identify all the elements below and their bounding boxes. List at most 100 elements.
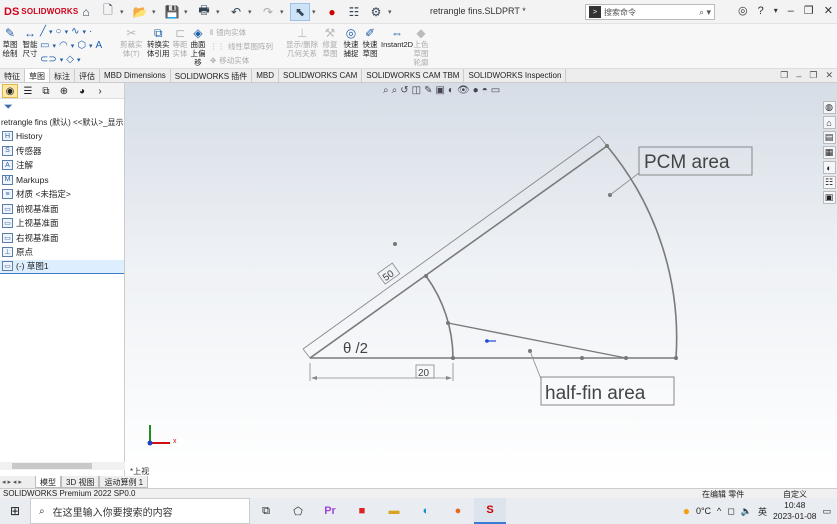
- chevron-down-icon[interactable]: ▾: [49, 28, 53, 36]
- panel-horizontal-scrollbar[interactable]: [0, 462, 125, 470]
- chevron-down-icon[interactable]: ▾: [388, 8, 392, 16]
- rapid-sketch-button[interactable]: ✐ 快速 草图: [362, 26, 378, 59]
- help-icon[interactable]: ?: [757, 4, 764, 17]
- panel-nav-arrows[interactable]: ◂ ▸ ◂ ▸: [2, 479, 22, 486]
- command-search-input[interactable]: > 搜索命令 ⌕ ▾: [585, 4, 715, 20]
- chevron-down-icon[interactable]: ▾: [70, 42, 75, 50]
- sketch-button[interactable]: ✎ 草图 绘制: [2, 26, 18, 59]
- restore-icon[interactable]: ❐: [803, 5, 814, 17]
- minimize-icon[interactable]: –: [796, 70, 802, 81]
- outer-arc[interactable]: [606, 145, 678, 359]
- sketch-diagonal-line[interactable]: [309, 145, 608, 359]
- task-view-icon[interactable]: ⧉: [262, 504, 270, 517]
- repair-sketch-button[interactable]: ⚒ 修复 草图: [322, 26, 338, 59]
- tile-icon[interactable]: ❐: [780, 70, 789, 80]
- user-icon[interactable]: ◎: [738, 5, 748, 17]
- sketch-point[interactable]: [605, 144, 609, 148]
- rectangle-icon[interactable]: ▭: [40, 40, 50, 51]
- sketch-point[interactable]: [451, 356, 455, 360]
- zoom-to-fit-icon[interactable]: ⌕: [383, 85, 389, 96]
- tree-item[interactable]: ▭ 上视基准面: [0, 216, 124, 231]
- temperature[interactable]: 0°C: [695, 506, 712, 516]
- tab-3d-view[interactable]: 3D 视图: [61, 476, 100, 488]
- tab-solidworks-addins[interactable]: SOLIDWORKS 插件: [171, 69, 253, 82]
- chevron-down-icon[interactable]: ▾: [248, 8, 252, 16]
- tab-markup[interactable]: 标注: [50, 69, 75, 82]
- trim-entities-button[interactable]: ✂ 剪裁实 体(T): [120, 26, 143, 59]
- chevron-down-icon[interactable]: ▾: [773, 6, 778, 15]
- point-icon[interactable]: ·: [89, 26, 93, 37]
- close-icon[interactable]: ✕: [823, 5, 833, 17]
- sketch-point[interactable]: [393, 242, 397, 246]
- tab-motion-study[interactable]: 运动算例 1: [99, 476, 149, 488]
- chevron-down-icon[interactable]: ▾: [64, 28, 69, 36]
- forum-icon[interactable]: ▣: [822, 191, 836, 204]
- sketch-point[interactable]: [424, 274, 428, 278]
- rebuild-traffic-light-icon[interactable]: ●: [328, 4, 336, 19]
- solidworks-resources-icon[interactable]: ◍: [822, 101, 836, 114]
- redo-icon[interactable]: ↷: [262, 4, 274, 19]
- feature-manager-tab-icon[interactable]: ◉: [2, 84, 18, 98]
- restore-icon[interactable]: ❐: [809, 70, 818, 80]
- display-style-icon[interactable]: ◐: [447, 85, 454, 96]
- chevron-down-icon[interactable]: ▾: [88, 42, 93, 50]
- undo-icon[interactable]: ↶: [230, 4, 242, 19]
- file-explorer-icon[interactable]: ▬: [388, 505, 400, 517]
- tree-item[interactable]: ▭ 前视基准面: [0, 202, 124, 217]
- view-settings-icon[interactable]: ▭: [490, 85, 501, 96]
- sketch-point[interactable]: [624, 356, 628, 360]
- close-icon[interactable]: ✕: [825, 70, 833, 80]
- network-icon[interactable]: ◻: [727, 505, 735, 516]
- property-manager-tab-icon[interactable]: ☰: [23, 85, 33, 97]
- zoom-area-icon[interactable]: ⌕: [391, 85, 398, 96]
- dynamic-annotation-icon[interactable]: ✎: [424, 85, 433, 96]
- slot-icon[interactable]: ⊂⊃: [40, 54, 57, 65]
- configuration-manager-tab-icon[interactable]: ⧉: [42, 85, 50, 97]
- weather-icon[interactable]: ●: [682, 504, 690, 518]
- tab-solidworks-cam-tbm[interactable]: SOLIDWORKS CAM TBM: [362, 69, 465, 82]
- app-icon[interactable]: ⬠: [293, 505, 303, 518]
- hide-show-icon[interactable]: 👁: [456, 85, 470, 96]
- tab-mbd-dimensions[interactable]: MBD Dimensions: [100, 69, 171, 82]
- polygon-icon[interactable]: ⬡: [77, 40, 86, 51]
- view-orientation-icon[interactable]: ▣: [435, 85, 445, 96]
- shaded-sketch-contours-button[interactable]: ◆ 上色 草图 轮廓: [413, 26, 429, 68]
- tree-item[interactable]: ≡ 材质 <未指定>: [0, 187, 124, 202]
- chevron-down-icon[interactable]: ▾: [312, 8, 316, 16]
- tree-item[interactable]: A 注解: [0, 158, 124, 173]
- sketch-point[interactable]: [446, 321, 450, 325]
- show-delete-relations-button[interactable]: ⊥ 显示/删除 几何关系: [286, 26, 318, 59]
- tab-solidworks-inspection[interactable]: SOLIDWORKS Inspection: [464, 69, 567, 82]
- dimxpert-tab-icon[interactable]: ⊕: [59, 85, 69, 97]
- pcm-area-note[interactable]: PCM area: [638, 146, 753, 176]
- sketch-canvas[interactable]: PCM area half-fin area 50 20 θ /2 x: [125, 83, 837, 476]
- offset-entities-button[interactable]: ⊏ 等距 实体: [172, 26, 188, 59]
- inner-arc[interactable]: [425, 275, 454, 359]
- display-manager-tab-icon[interactable]: ◕: [78, 85, 86, 97]
- chevron-down-icon[interactable]: ▾: [184, 8, 188, 16]
- chevron-down-icon[interactable]: ▾: [59, 56, 64, 64]
- tab-features[interactable]: 特征: [0, 69, 25, 82]
- angle-label[interactable]: θ /2: [343, 340, 368, 357]
- tab-sketch[interactable]: 草图: [25, 69, 50, 82]
- instant2d-button[interactable]: ⇔ Instant2D: [381, 26, 413, 50]
- spline-icon[interactable]: ∿: [71, 26, 80, 37]
- unit-system[interactable]: 自定义: [783, 490, 807, 499]
- tab-evaluate[interactable]: 评估: [75, 69, 100, 82]
- mirror-entities-button[interactable]: ⫴ 镜向实体: [210, 27, 246, 38]
- chevron-down-icon[interactable]: ▾: [120, 8, 124, 16]
- premiere-icon[interactable]: Pr: [324, 505, 336, 517]
- text-icon[interactable]: A: [95, 40, 103, 51]
- tab-solidworks-cam[interactable]: SOLIDWORKS CAM: [279, 69, 363, 82]
- tab-model[interactable]: 模型: [35, 476, 61, 488]
- circle-icon[interactable]: ○: [55, 26, 62, 37]
- graphics-viewport[interactable]: ⌕ ⌕ ↺ ◫ ✎ ▣ ◐ 👁 ● ◓ ▭: [125, 83, 837, 476]
- chevron-down-icon[interactable]: ▾: [82, 28, 87, 36]
- more-tabs-icon[interactable]: ›: [98, 85, 102, 97]
- open-folder-icon[interactable]: 📂: [132, 4, 148, 19]
- move-entities-button[interactable]: ✥ 移动实体: [210, 55, 249, 66]
- arc-icon[interactable]: ◠: [58, 40, 68, 51]
- notification-icon[interactable]: ▭: [822, 505, 831, 516]
- quick-snaps-button[interactable]: ◎ 快速 捕捉: [343, 26, 359, 59]
- chevron-down-icon[interactable]: ▾: [280, 8, 284, 16]
